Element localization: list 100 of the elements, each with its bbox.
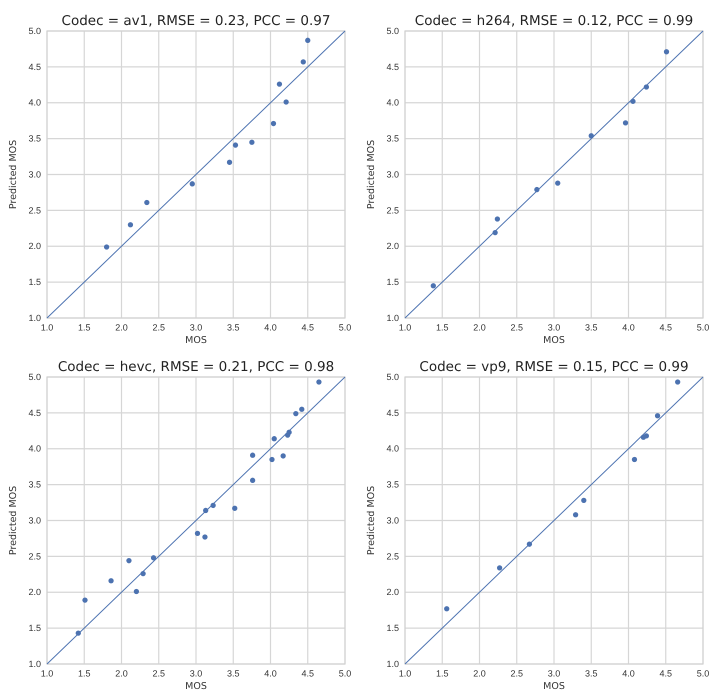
- x-axis-title: MOS: [543, 681, 565, 692]
- y-tick-label: 2.0: [28, 241, 41, 252]
- y-tick-label: 2.0: [28, 587, 41, 598]
- x-tick-label: 3.0: [190, 668, 202, 678]
- point: [572, 512, 578, 518]
- point: [250, 452, 256, 458]
- x-tick-label: 2.5: [510, 668, 524, 678]
- y-tick-label: 5.0: [28, 26, 41, 36]
- point: [270, 120, 276, 126]
- y-tick-label: 5.0: [28, 372, 41, 382]
- point: [555, 180, 560, 186]
- x-tick-label: 2.5: [152, 322, 166, 332]
- point: [284, 99, 289, 105]
- point: [305, 38, 310, 43]
- point: [632, 456, 638, 462]
- point: [430, 283, 436, 288]
- y-tick-label: 1.0: [386, 312, 399, 323]
- y-tick-label: 4.0: [28, 444, 41, 454]
- y-tick-label: 3.5: [386, 134, 399, 144]
- y-tick-label: 1.0: [28, 312, 41, 323]
- y-axis-title: Predicted MOS: [366, 486, 377, 556]
- x-tick-label: 1.5: [436, 322, 449, 332]
- x-tick-label: 5.0: [338, 322, 352, 332]
- y-tick-label: 2.0: [386, 241, 399, 252]
- point: [108, 578, 114, 584]
- point: [134, 588, 140, 594]
- x-tick-label: 1.0: [398, 322, 412, 332]
- y-tick-label: 3.0: [28, 515, 41, 526]
- point: [581, 498, 586, 504]
- chart-title: Codec = vp9, RMSE = 0.15, PCC = 0.99: [419, 359, 689, 375]
- x-tick-label: 1.5: [78, 668, 91, 678]
- point: [293, 410, 298, 416]
- x-tick-label: 1.0: [40, 668, 54, 678]
- x-tick-label: 4.5: [659, 322, 672, 332]
- x-tick-label: 1.0: [398, 668, 412, 678]
- point: [622, 120, 628, 126]
- point: [194, 530, 200, 536]
- y-tick-label: 4.0: [386, 444, 399, 454]
- y-tick-label: 2.5: [386, 551, 399, 562]
- x-tick-label: 4.0: [264, 322, 277, 332]
- point: [494, 216, 500, 222]
- y-tick-label: 5.0: [386, 372, 399, 382]
- y-tick-label: 2.5: [28, 551, 41, 562]
- point: [82, 598, 88, 603]
- y-tick-label: 1.0: [28, 658, 41, 669]
- x-tick-label: 3.5: [226, 668, 240, 678]
- point: [675, 379, 680, 385]
- x-tick-label: 4.5: [659, 668, 672, 678]
- x-tick-label: 2.5: [152, 668, 166, 678]
- y-tick-label: 5.0: [386, 26, 399, 36]
- x-tick-label: 3.0: [548, 668, 560, 678]
- x-tick-label: 4.0: [622, 668, 635, 678]
- x-tick-label: 3.0: [190, 322, 202, 332]
- point: [126, 558, 132, 564]
- point: [104, 244, 110, 250]
- point: [280, 453, 286, 459]
- x-tick-label: 2.0: [473, 668, 486, 678]
- point: [654, 413, 660, 418]
- y-tick-label: 4.0: [386, 98, 399, 108]
- y-tick-label: 4.5: [28, 62, 41, 72]
- point: [664, 49, 670, 54]
- point: [496, 565, 502, 570]
- point: [150, 555, 156, 560]
- point: [128, 222, 134, 228]
- y-tick-label: 1.0: [386, 658, 399, 669]
- x-tick-label: 2.5: [510, 322, 524, 332]
- x-tick-label: 3.5: [584, 322, 598, 332]
- x-tick-label: 2.0: [115, 322, 128, 332]
- y-tick-label: 2.5: [386, 205, 399, 216]
- x-tick-label: 5.0: [696, 322, 710, 332]
- point: [202, 534, 208, 540]
- x-tick-label: 4.0: [264, 668, 277, 678]
- chart-title: Codec = hevc, RMSE = 0.21, PCC = 0.98: [58, 359, 334, 375]
- point: [144, 200, 150, 206]
- point: [232, 142, 238, 148]
- x-tick-label: 1.0: [40, 322, 54, 332]
- point: [444, 606, 450, 612]
- point: [316, 379, 322, 385]
- y-tick-label: 4.0: [28, 98, 41, 108]
- y-tick-label: 3.0: [386, 169, 399, 180]
- y-tick-label: 4.5: [386, 408, 399, 418]
- point: [232, 506, 238, 511]
- x-tick-label: 4.0: [622, 322, 635, 332]
- y-tick-label: 3.5: [386, 480, 399, 490]
- y-tick-label: 1.5: [28, 277, 41, 288]
- point: [226, 160, 232, 165]
- chart-title: Codec = av1, RMSE = 0.23, PCC = 0.97: [62, 13, 330, 29]
- y-tick-label: 1.5: [386, 277, 399, 288]
- y-tick-label: 3.0: [386, 515, 399, 526]
- point: [249, 140, 255, 145]
- y-axis-title: Predicted MOS: [8, 140, 19, 210]
- y-tick-label: 1.5: [28, 623, 41, 634]
- y-tick-label: 3.0: [28, 169, 41, 180]
- point: [269, 456, 275, 462]
- y-tick-label: 2.5: [28, 205, 41, 216]
- point: [299, 406, 304, 412]
- x-tick-label: 1.5: [436, 668, 449, 678]
- x-tick-label: 4.5: [301, 668, 314, 678]
- point: [276, 81, 282, 87]
- x-tick-label: 3.5: [226, 322, 240, 332]
